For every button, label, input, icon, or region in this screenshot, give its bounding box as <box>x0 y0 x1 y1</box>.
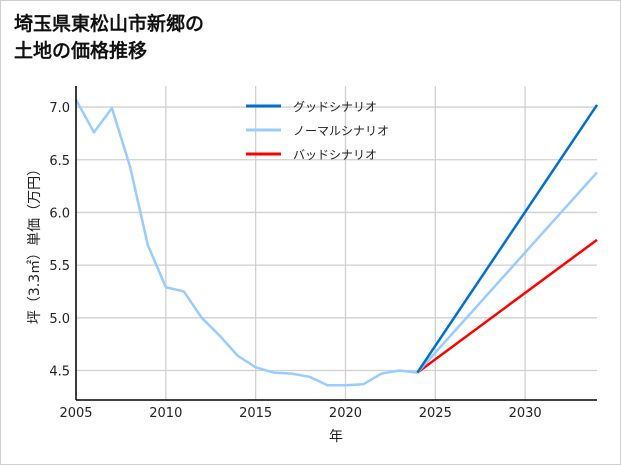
y-tick-label: 6.5 <box>49 154 70 169</box>
axes: 2005 2010 2015 2020 2025 2030 4.5 5.0 5.5 6.0 6.5 7… <box>49 86 597 421</box>
scenario-line-2 <box>416 238 598 374</box>
x-tick-label: 2010 <box>149 406 182 421</box>
x-axis-label: 年 <box>329 429 343 445</box>
y-tick-label: 6.0 <box>49 206 70 221</box>
x-tick-label: 2025 <box>419 406 452 421</box>
y-tick-label: 7.0 <box>49 101 70 116</box>
y-axis-label: 坪（3.3㎡）単価（万円） <box>27 162 43 324</box>
scenario-line-1 <box>416 171 598 374</box>
grid <box>75 86 597 400</box>
y-tick-label: 5.0 <box>49 312 70 327</box>
legend-label: グッドシナリオ <box>293 100 377 114</box>
y-tick-label: 5.5 <box>49 259 70 274</box>
legend-label: ノーマルシナリオ <box>293 124 389 138</box>
x-tick-label: 2020 <box>329 406 362 421</box>
series-lines <box>74 99 599 387</box>
x-tick-label: 2030 <box>509 406 542 421</box>
y-tick-label: 4.5 <box>49 364 70 379</box>
legend-label: バッドシナリオ <box>293 148 377 162</box>
x-tick-label: 2015 <box>239 406 272 421</box>
chart-title: 埼玉県東松山市新郷の 土地の価格推移 <box>14 13 205 62</box>
scenario-line-0 <box>416 104 599 374</box>
history-line <box>74 99 418 387</box>
x-tick-label: 2005 <box>59 406 92 421</box>
